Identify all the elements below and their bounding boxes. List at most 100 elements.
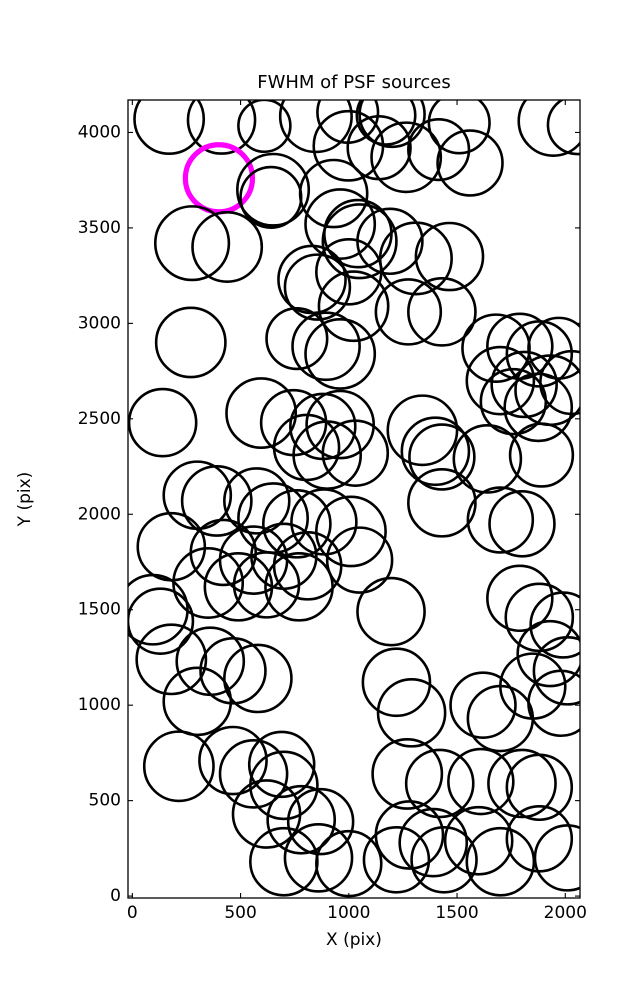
y-tick-label: 0 — [110, 886, 121, 906]
source-circle — [266, 784, 337, 855]
source-circle — [231, 779, 302, 849]
y-tick-label: 2000 — [78, 504, 121, 524]
source-circle — [427, 100, 491, 155]
source-circle — [361, 647, 432, 718]
source-circle — [128, 587, 195, 655]
source-circle — [452, 424, 523, 494]
source-circle — [479, 367, 548, 436]
source-circle — [315, 495, 387, 568]
source-circle — [321, 419, 390, 487]
source-circle — [487, 748, 557, 819]
source-circle — [239, 165, 303, 229]
source-circle — [356, 576, 426, 647]
y-tick-label: 1000 — [78, 695, 121, 715]
source-circle — [505, 753, 574, 822]
source-circle — [374, 278, 443, 346]
y-tick-label: 4000 — [78, 122, 121, 142]
source-circle — [529, 591, 580, 659]
source-circle — [355, 100, 417, 146]
source-circle — [436, 129, 504, 197]
source-circle — [198, 725, 268, 796]
source-circle — [223, 467, 291, 535]
source-circle — [278, 100, 353, 154]
x-tick-label: 0 — [127, 903, 138, 923]
source-circle — [508, 422, 575, 488]
source-circle — [128, 387, 198, 458]
y-tick-label: 1500 — [78, 600, 121, 620]
source-circle — [321, 203, 398, 280]
y-tick-label: 3000 — [78, 313, 121, 333]
source-circle — [414, 221, 485, 292]
source-circle — [264, 551, 334, 622]
source-circle — [304, 188, 377, 261]
source-circle — [315, 238, 383, 306]
source-circle — [527, 316, 580, 380]
source-circle — [410, 826, 478, 894]
source-circle — [449, 671, 517, 739]
source-circle — [407, 467, 477, 538]
source-circle — [312, 109, 385, 182]
source-circle — [408, 423, 476, 491]
source-circle — [505, 805, 574, 873]
source-circle — [272, 413, 341, 482]
source-circle — [186, 100, 257, 155]
source-circle — [317, 270, 390, 343]
y-tick-label: 3500 — [78, 218, 121, 238]
source-circle — [236, 152, 311, 227]
source-circle — [407, 277, 477, 347]
source-circle — [533, 824, 580, 892]
source-circle — [386, 394, 459, 467]
axes-frame — [127, 99, 581, 899]
source-circle — [237, 100, 292, 154]
source-circle — [443, 805, 514, 876]
source-circle — [283, 823, 354, 893]
source-circle — [154, 306, 227, 379]
source-circle — [325, 526, 394, 594]
source-circle — [262, 488, 332, 559]
source-circle — [191, 211, 264, 283]
source-circle — [283, 253, 352, 321]
source-circle — [503, 372, 574, 443]
source-circle — [153, 205, 231, 282]
source-circle — [517, 100, 580, 157]
source-circle — [378, 221, 453, 296]
source-circle — [546, 100, 580, 156]
source-circle — [376, 677, 447, 748]
highlighted-source-circle — [182, 142, 256, 215]
source-circle — [490, 350, 558, 419]
plot-area — [128, 100, 580, 898]
source-circle — [447, 747, 515, 816]
source-circle — [135, 623, 208, 696]
source-circle — [162, 666, 233, 737]
x-tick-label: 2000 — [544, 903, 587, 923]
source-circle — [180, 464, 253, 537]
source-circle — [404, 748, 475, 819]
source-circle — [486, 564, 554, 633]
source-circle — [304, 317, 377, 390]
source-circle — [225, 377, 298, 450]
source-circle — [133, 100, 206, 156]
source-circle — [223, 643, 293, 714]
source-circle — [371, 737, 444, 810]
x-tick-label: 1000 — [327, 903, 370, 923]
source-circle — [203, 551, 274, 622]
source-circle — [465, 345, 536, 416]
source-circle — [532, 635, 580, 706]
axis-ticks: 0 500 1000 1500 2000 0 500 1000 1500 2000 2500 3000… — [78, 100, 587, 923]
source-circle — [488, 490, 556, 558]
source-circle — [142, 730, 215, 803]
source-circle — [218, 739, 289, 809]
source-circle — [400, 416, 471, 487]
axes-spines — [127, 99, 581, 899]
source-circle — [247, 730, 316, 799]
source-circle — [286, 787, 355, 856]
x-axis-label: X (pix) — [326, 930, 382, 950]
source-circle — [505, 320, 574, 388]
source-circle — [398, 807, 469, 878]
source-circle — [370, 121, 443, 194]
x-tick-label: 1500 — [435, 903, 478, 923]
x-tick-label: 500 — [224, 903, 256, 923]
